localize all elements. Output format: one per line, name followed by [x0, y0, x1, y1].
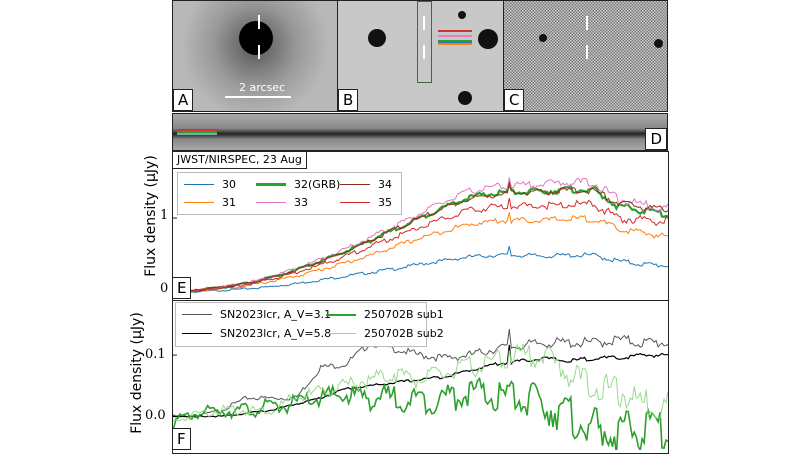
- source-blob: [239, 21, 273, 55]
- legend-item: 31: [184, 196, 236, 209]
- legend-e: 30 31 32(GRB) 33 34 35: [177, 172, 402, 215]
- color-stripes: [438, 30, 472, 46]
- chart-f: [172, 328, 668, 450]
- legend-swatch: [340, 184, 370, 185]
- marker-tick: [258, 45, 260, 59]
- ytick-label: 0.1: [145, 347, 166, 362]
- chart-e: [172, 177, 668, 295]
- legend-swatch: [326, 313, 356, 316]
- marker-tick: [423, 16, 425, 30]
- legend-item: 34: [340, 178, 392, 191]
- image-panel-c: C: [503, 0, 668, 112]
- legend-item: 30: [184, 178, 236, 191]
- series-line-31: [172, 212, 668, 294]
- legend-swatch: [184, 184, 214, 185]
- star: [458, 91, 472, 105]
- ytick-label: 0.0: [145, 408, 166, 423]
- panel-label-a: A: [173, 89, 194, 111]
- marker-tick: [258, 15, 260, 29]
- image-panel-b: B: [337, 0, 504, 112]
- legend-f: SN2023lcr, A_V=3.1 SN2023lcr, A_V=5.8 25…: [175, 302, 444, 347]
- legend-swatch: [182, 333, 212, 334]
- legend-item: SN2023lcr, A_V=3.1: [182, 308, 331, 321]
- star: [539, 34, 547, 42]
- legend-swatch: [184, 202, 214, 203]
- scale-bar: [225, 96, 291, 98]
- image-panel-a: 2 arcsec A: [172, 0, 338, 112]
- series-line-30: [172, 246, 668, 294]
- star: [654, 39, 663, 48]
- spectrum-2d-panel-d: D: [172, 113, 668, 151]
- series-line-250702b-sub1: [172, 376, 668, 450]
- legend-swatch: [256, 183, 286, 186]
- color-stripes: [177, 129, 217, 135]
- series-line-33: [172, 177, 668, 293]
- legend-item: 250702B sub2: [326, 327, 444, 340]
- y-axis-label: Flux density (μJy): [143, 155, 159, 277]
- legend-item: 35: [340, 196, 392, 209]
- marker-tick: [586, 16, 588, 30]
- y-axis-label: Flux density (μJy): [129, 312, 145, 434]
- scale-bar-label: 2 arcsec: [239, 81, 286, 94]
- panel-label-e: E: [172, 277, 192, 299]
- series-line-sn2023lcr-a-v-3-1: [172, 328, 668, 419]
- slit-outline: [417, 1, 432, 83]
- chart-e-title: JWST/NIRSPEC, 23 Aug: [172, 151, 307, 169]
- legend-item: 250702B sub1: [326, 308, 444, 321]
- series-line-35: [172, 198, 668, 294]
- legend-swatch: [182, 314, 212, 315]
- star: [478, 29, 498, 49]
- ytick-label: 1: [160, 208, 169, 223]
- series-line-250702b-sub2: [172, 343, 668, 422]
- panel-label-d: D: [645, 128, 667, 150]
- star: [368, 29, 386, 47]
- legend-swatch: [340, 202, 370, 203]
- panel-label-c: C: [504, 89, 525, 111]
- legend-item: SN2023lcr, A_V=5.8: [182, 327, 331, 340]
- marker-tick: [586, 45, 588, 59]
- ytick-label: 0: [160, 281, 169, 296]
- panel-label-b: B: [338, 89, 359, 111]
- legend-item: 33: [256, 196, 308, 209]
- panel-label-f: F: [172, 428, 191, 450]
- series-line-34: [172, 182, 668, 294]
- star: [458, 11, 466, 19]
- legend-swatch: [326, 333, 356, 334]
- legend-item: 32(GRB): [256, 178, 340, 191]
- marker-tick: [423, 45, 425, 59]
- legend-swatch: [256, 202, 286, 203]
- series-line-sn2023lcr-a-v-5-8: [172, 344, 668, 418]
